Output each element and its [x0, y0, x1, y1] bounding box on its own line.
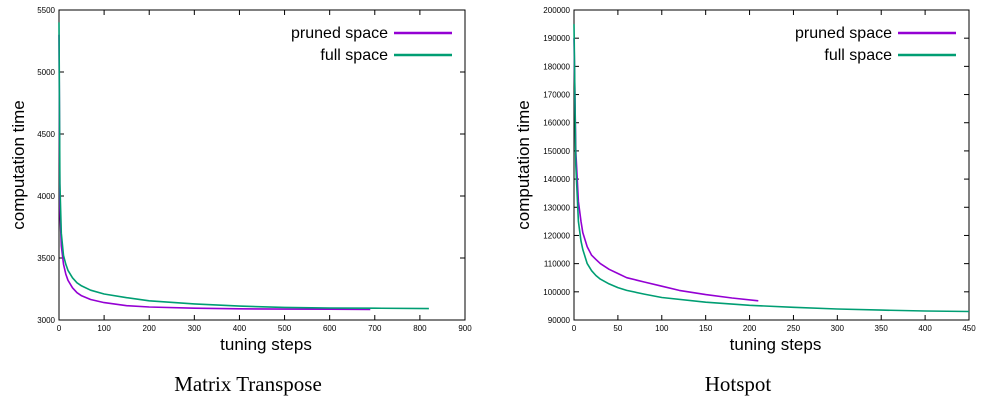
x-tick-label: 500 — [278, 324, 292, 333]
x-tick-label: 800 — [413, 324, 427, 333]
y-tick-label: 130000 — [543, 203, 570, 212]
x-axis-label: tuning steps — [730, 335, 822, 354]
x-tick-label: 900 — [458, 324, 472, 333]
x-tick-label: 100 — [97, 324, 111, 333]
legend-label: full space — [824, 47, 892, 64]
y-tick-label: 3500 — [37, 254, 55, 263]
y-tick-label: 160000 — [543, 119, 570, 128]
y-axis-label: computation time — [9, 100, 28, 229]
x-tick-label: 0 — [57, 324, 62, 333]
x-tick-label: 100 — [655, 324, 669, 333]
y-tick-label: 140000 — [543, 175, 570, 184]
chart-panel-2: 0 50 100 150 200 250 300 350 400 450 90000 100000 11… — [514, 6, 976, 396]
series-line-full-space — [58, 22, 429, 310]
y-tick-label: 5500 — [37, 6, 55, 15]
legend-label: full space — [320, 47, 388, 64]
y-tick-label: 120000 — [543, 231, 570, 240]
series-line-full-space — [573, 24, 970, 313]
x-tick-label: 200 — [743, 324, 757, 333]
plot-frame — [573, 9, 970, 321]
y-tick-label: 4000 — [37, 192, 55, 201]
x-tick-label: 50 — [613, 324, 622, 333]
x-tick-label: 300 — [188, 324, 202, 333]
legend-label: pruned space — [795, 25, 892, 42]
y-axis-label: computation time — [514, 100, 533, 229]
x-tick-label: 0 — [572, 324, 577, 333]
chart-panel-1: 0 100 200 300 400 500 600 700 800 900 3000 3500 4000… — [9, 6, 472, 396]
x-tick-label: 400 — [918, 324, 932, 333]
y-tick-label: 190000 — [543, 34, 570, 43]
plot-frame — [58, 9, 466, 321]
y-tick-label: 180000 — [543, 62, 570, 71]
y-tick-label: 4500 — [37, 130, 55, 139]
series-line-pruned-space — [573, 38, 759, 302]
x-tick-label: 400 — [233, 324, 247, 333]
x-tick-label: 350 — [875, 324, 889, 333]
x-tick-label: 250 — [787, 324, 801, 333]
y-tick-label: 3000 — [37, 316, 55, 325]
y-tick-label: 170000 — [543, 91, 570, 100]
series-line-pruned-space — [58, 34, 371, 311]
x-tick-label: 300 — [831, 324, 845, 333]
y-tick-label: 90000 — [548, 316, 571, 325]
x-tick-label: 150 — [699, 324, 713, 333]
y-tick-label: 110000 — [544, 260, 571, 269]
y-tick-label: 200000 — [543, 6, 570, 15]
x-tick-label: 700 — [368, 324, 382, 333]
legend-label: pruned space — [291, 25, 388, 42]
x-tick-label: 450 — [962, 324, 976, 333]
y-tick-label: 150000 — [543, 147, 570, 156]
figure-caption: Matrix Transpose — [174, 372, 322, 396]
x-axis-label: tuning steps — [220, 335, 312, 354]
x-tick-label: 600 — [323, 324, 337, 333]
figure-caption: Hotspot — [705, 372, 772, 396]
y-tick-label: 100000 — [543, 288, 570, 297]
y-tick-label: 5000 — [37, 68, 55, 77]
x-tick-label: 200 — [143, 324, 157, 333]
